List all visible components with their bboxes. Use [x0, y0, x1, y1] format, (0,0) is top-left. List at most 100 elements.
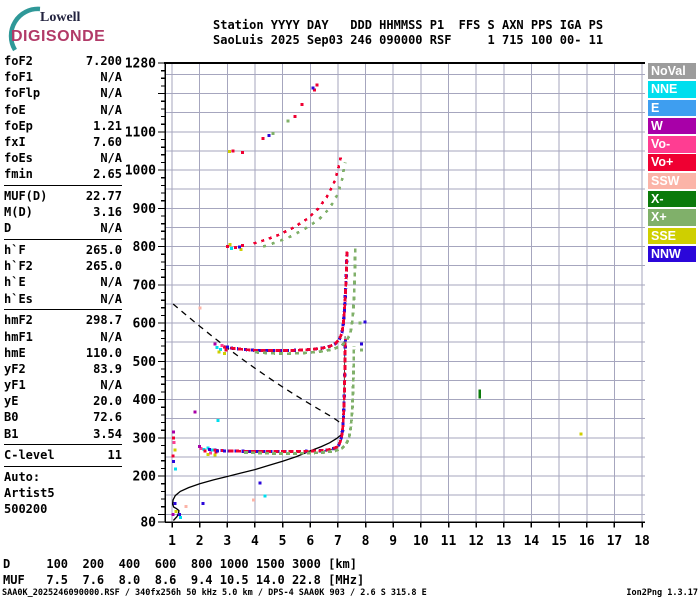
echo-dot-Vo+: [224, 348, 228, 352]
echo-dot-SSE: [228, 150, 232, 154]
param-row: B0 72.6: [4, 409, 122, 425]
y-tick-label: 400: [133, 393, 157, 408]
param-value: N/A: [100, 291, 122, 306]
echo-dot-Vo-: [199, 447, 203, 451]
param-row: foFlp N/A: [4, 85, 122, 101]
legend-item-x-: X-: [648, 190, 696, 208]
param-label: B1: [4, 426, 19, 441]
legend-item-nne: NNE: [648, 81, 696, 98]
echo-dot-Vo+: [312, 88, 316, 92]
trace-hop2-O: [222, 250, 349, 353]
echo-dots: [171, 83, 583, 519]
param-label: yF2: [4, 361, 26, 376]
digisonde-logo-arc-icon: [8, 6, 41, 52]
param-label: hmF2: [4, 313, 33, 328]
echo-dot-W: [213, 342, 217, 346]
param-row: foF2 7.200: [4, 53, 122, 69]
y-tick-label: 200: [133, 470, 157, 485]
param-label: fmin: [4, 167, 33, 182]
x-tick-label: 7: [334, 534, 342, 549]
param-row: hmF1 N/A: [4, 329, 122, 345]
param-row: h`E N/A: [4, 274, 122, 290]
echo-dot-SSE: [217, 350, 221, 354]
echo-dot-NNE: [206, 446, 210, 450]
param-value: 11: [107, 448, 122, 463]
param-row: fxI 7.60: [4, 134, 122, 150]
echo-dot-NNW: [172, 460, 176, 464]
param-row: MUF(D) 22.77: [4, 188, 122, 204]
echo-dot-SSW: [252, 498, 256, 502]
x-tick-label: 9: [389, 534, 397, 549]
status-file-info: SAA0K_2025246090000.RSF / 340fx256h 50 k…: [2, 588, 427, 598]
echo-dot-NNW: [201, 501, 205, 505]
legend-item-x+: X+: [648, 209, 696, 226]
param-label: yE: [4, 394, 19, 409]
param-separator: [4, 466, 122, 467]
echo-dot-X+: [358, 321, 362, 325]
x-tick-label: 13: [496, 534, 512, 549]
echo-dot-X+: [286, 119, 290, 123]
param-label: foF1: [4, 70, 33, 85]
echo-dot-SSE: [173, 448, 177, 452]
echo-direction-legend: NoVal NNE E W Vo- Vo+ SSW X- X+ SSE NNW: [648, 63, 696, 264]
param-value: 110.0: [85, 345, 122, 360]
param-row: fmin 2.65: [4, 166, 122, 182]
header-station-info: Station YYYY DAY DDD HHMMSS P1 FFS S AXN…: [213, 18, 604, 47]
param-value: 7.200: [85, 54, 122, 68]
echo-dot-NNE: [178, 515, 182, 519]
param-value: 22.77: [85, 189, 122, 203]
echo-dot-Vo+: [203, 449, 207, 453]
param-row: foEp 1.21: [4, 118, 122, 134]
echo-dot-SSE: [174, 510, 178, 514]
x-tick-label: 14: [524, 534, 540, 549]
echo-dot-X-: [478, 389, 481, 399]
echo-dot-Vo+: [225, 245, 229, 249]
echo-dot-NNE: [218, 347, 222, 351]
x-tick-label: 15: [551, 534, 567, 549]
echo-dot-NNE: [263, 494, 267, 498]
trace-hop1-O-under: [213, 339, 347, 454]
x-tick-label: 3: [223, 534, 231, 549]
echo-dot-NNW: [173, 502, 177, 506]
param-value: 72.6: [93, 410, 122, 425]
echo-dot-SSW: [184, 505, 188, 509]
x-tick-label: 11: [441, 534, 457, 549]
echo-dot-SSE: [228, 242, 232, 246]
trace-hop1-X: [243, 346, 356, 455]
param-row: hmF2 298.7: [4, 312, 122, 328]
y-tick-label: 1280: [125, 57, 156, 72]
status-bar: SAA0K_2025246090000.RSF / 340fx256h 50 k…: [2, 588, 698, 598]
echo-dot-Vo+: [241, 151, 245, 155]
trace-hop3-O: [253, 154, 343, 245]
echo-dot-NNW: [258, 481, 262, 485]
param-row: yF1 N/A: [4, 377, 122, 393]
param-label: foF2: [4, 54, 33, 68]
logo-digisonde-text: DIGISONDE: [11, 28, 106, 45]
param-value: 298.7: [85, 313, 122, 328]
parameter-panel: foF2 7.200 foF1 N/A foFlp N/A foE N/A foEp 1.21 fx…: [4, 53, 122, 518]
param-value: N/A: [100, 151, 122, 166]
param-row: h`F 265.0: [4, 242, 122, 258]
y-tick-label: 1000: [125, 164, 156, 179]
legend-item-w: W: [648, 117, 696, 135]
param-row: hmE 110.0: [4, 345, 122, 361]
echo-dot-W: [171, 512, 175, 516]
y-tick-label: 80: [140, 516, 156, 531]
param-value: N/A: [100, 86, 122, 101]
logo-lowell-text: Lowell: [40, 10, 81, 25]
echo-dot-NNW: [207, 447, 211, 451]
echo-dot-Vo+: [171, 436, 175, 440]
param-separator: [4, 444, 122, 446]
echo-dot-SSE: [213, 453, 217, 457]
param-label: fxI: [4, 134, 26, 149]
legend-item-noval: NoVal: [648, 63, 696, 80]
x-tick-label: 4: [251, 534, 259, 549]
param-row: D N/A: [4, 220, 122, 236]
echo-dot-NNE: [216, 418, 220, 422]
echo-dot-SSE: [223, 352, 227, 356]
echo-dot-SSE: [206, 452, 210, 456]
echo-dot-NNW: [223, 449, 227, 453]
param-value: N/A: [100, 275, 122, 290]
echo-dot-Vo+: [234, 246, 238, 250]
